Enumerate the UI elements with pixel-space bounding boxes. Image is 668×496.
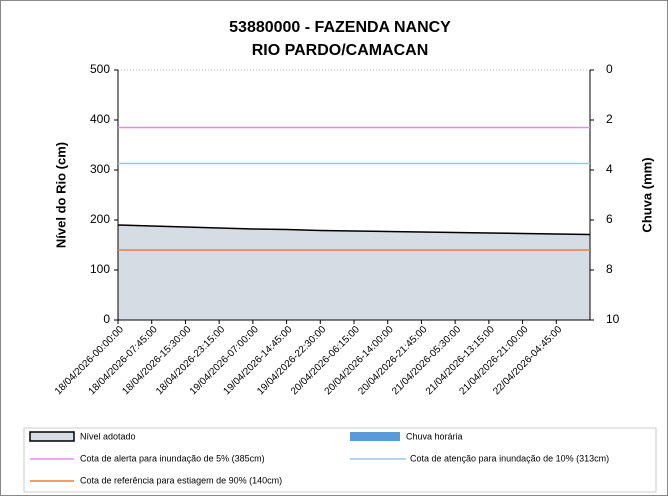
legend-label: Chuva horária [406,431,463,441]
area-line [117,224,591,236]
chart-subtitle: RIO PARDO/CAMACAN [252,42,429,59]
legend-swatch [29,431,75,442]
y2-tick-label: 8 [606,262,613,276]
legend-swatch [350,432,400,441]
y-tick-label: 0 [103,312,110,326]
legend-label: Cota de referência para estiagem de 90% … [80,475,282,485]
area-fill [118,225,590,320]
y2-tick-label: 6 [606,212,613,226]
y2-tick-label: 2 [606,112,613,126]
y-tick-label: 400 [90,112,110,126]
y-tick-label: 100 [90,262,110,276]
y2-tick-label: 0 [606,62,613,76]
y-axis-title: Nível do Rio (cm) [53,142,68,248]
legend-label: Cota de atenção para inundação de 10% (3… [410,453,609,463]
y2-tick-label: 10 [606,312,620,326]
y-tick-label: 200 [90,212,110,226]
y-tick-label: 300 [90,162,110,176]
legend-label: Nível adotado [80,431,136,441]
y-tick-label: 500 [90,62,110,76]
chart-title: 53880000 - FAZENDA NANCY [229,19,451,36]
y2-tick-label: 4 [606,162,613,176]
y2-axis-title: Chuva (mm) [639,157,654,232]
legend-label: Cota de alerta para inundação de 5% (385… [80,453,265,463]
legend-box [23,427,657,493]
